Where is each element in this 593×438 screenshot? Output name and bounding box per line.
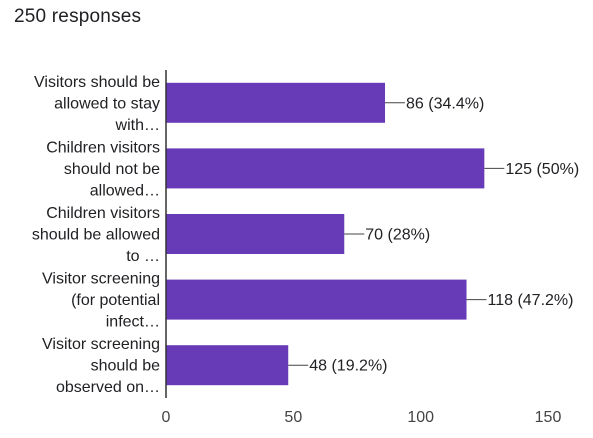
data-label: 118 (47.2%) (488, 292, 574, 309)
category-label: allowed to stay (54, 95, 160, 112)
response-count: 250 responses (14, 6, 142, 27)
category-label: infect… (106, 314, 160, 331)
data-label: 48 (19.2%) (309, 358, 387, 375)
x-tick-label: 100 (407, 409, 434, 426)
category-label: Visitors should be (34, 74, 160, 91)
category-label: Children visitors (46, 205, 160, 222)
category-label: Children visitors (46, 139, 160, 156)
category-label: Visitor screening (42, 336, 160, 353)
bar (166, 148, 485, 189)
bar (166, 345, 289, 386)
x-tick-label: 0 (162, 409, 171, 426)
x-tick-label: 150 (535, 409, 562, 426)
category-label: observed on… (56, 379, 160, 396)
category-label: allowed… (90, 182, 160, 199)
category-label: should be (91, 358, 160, 375)
category-label: (for potential (71, 292, 160, 309)
data-label: 86 (34.4%) (406, 95, 484, 112)
x-tick-label: 50 (284, 409, 302, 426)
bar (166, 82, 386, 123)
category-label: should not be (64, 161, 160, 178)
bar (166, 279, 467, 320)
data-label: 70 (28%) (365, 227, 430, 244)
category-label: to … (126, 248, 160, 265)
bar (166, 214, 345, 254)
category-label: should be allowed (32, 227, 160, 244)
data-label: 125 (50%) (505, 161, 579, 178)
category-label: Visitor screening (42, 271, 160, 288)
category-label: with… (115, 117, 160, 134)
